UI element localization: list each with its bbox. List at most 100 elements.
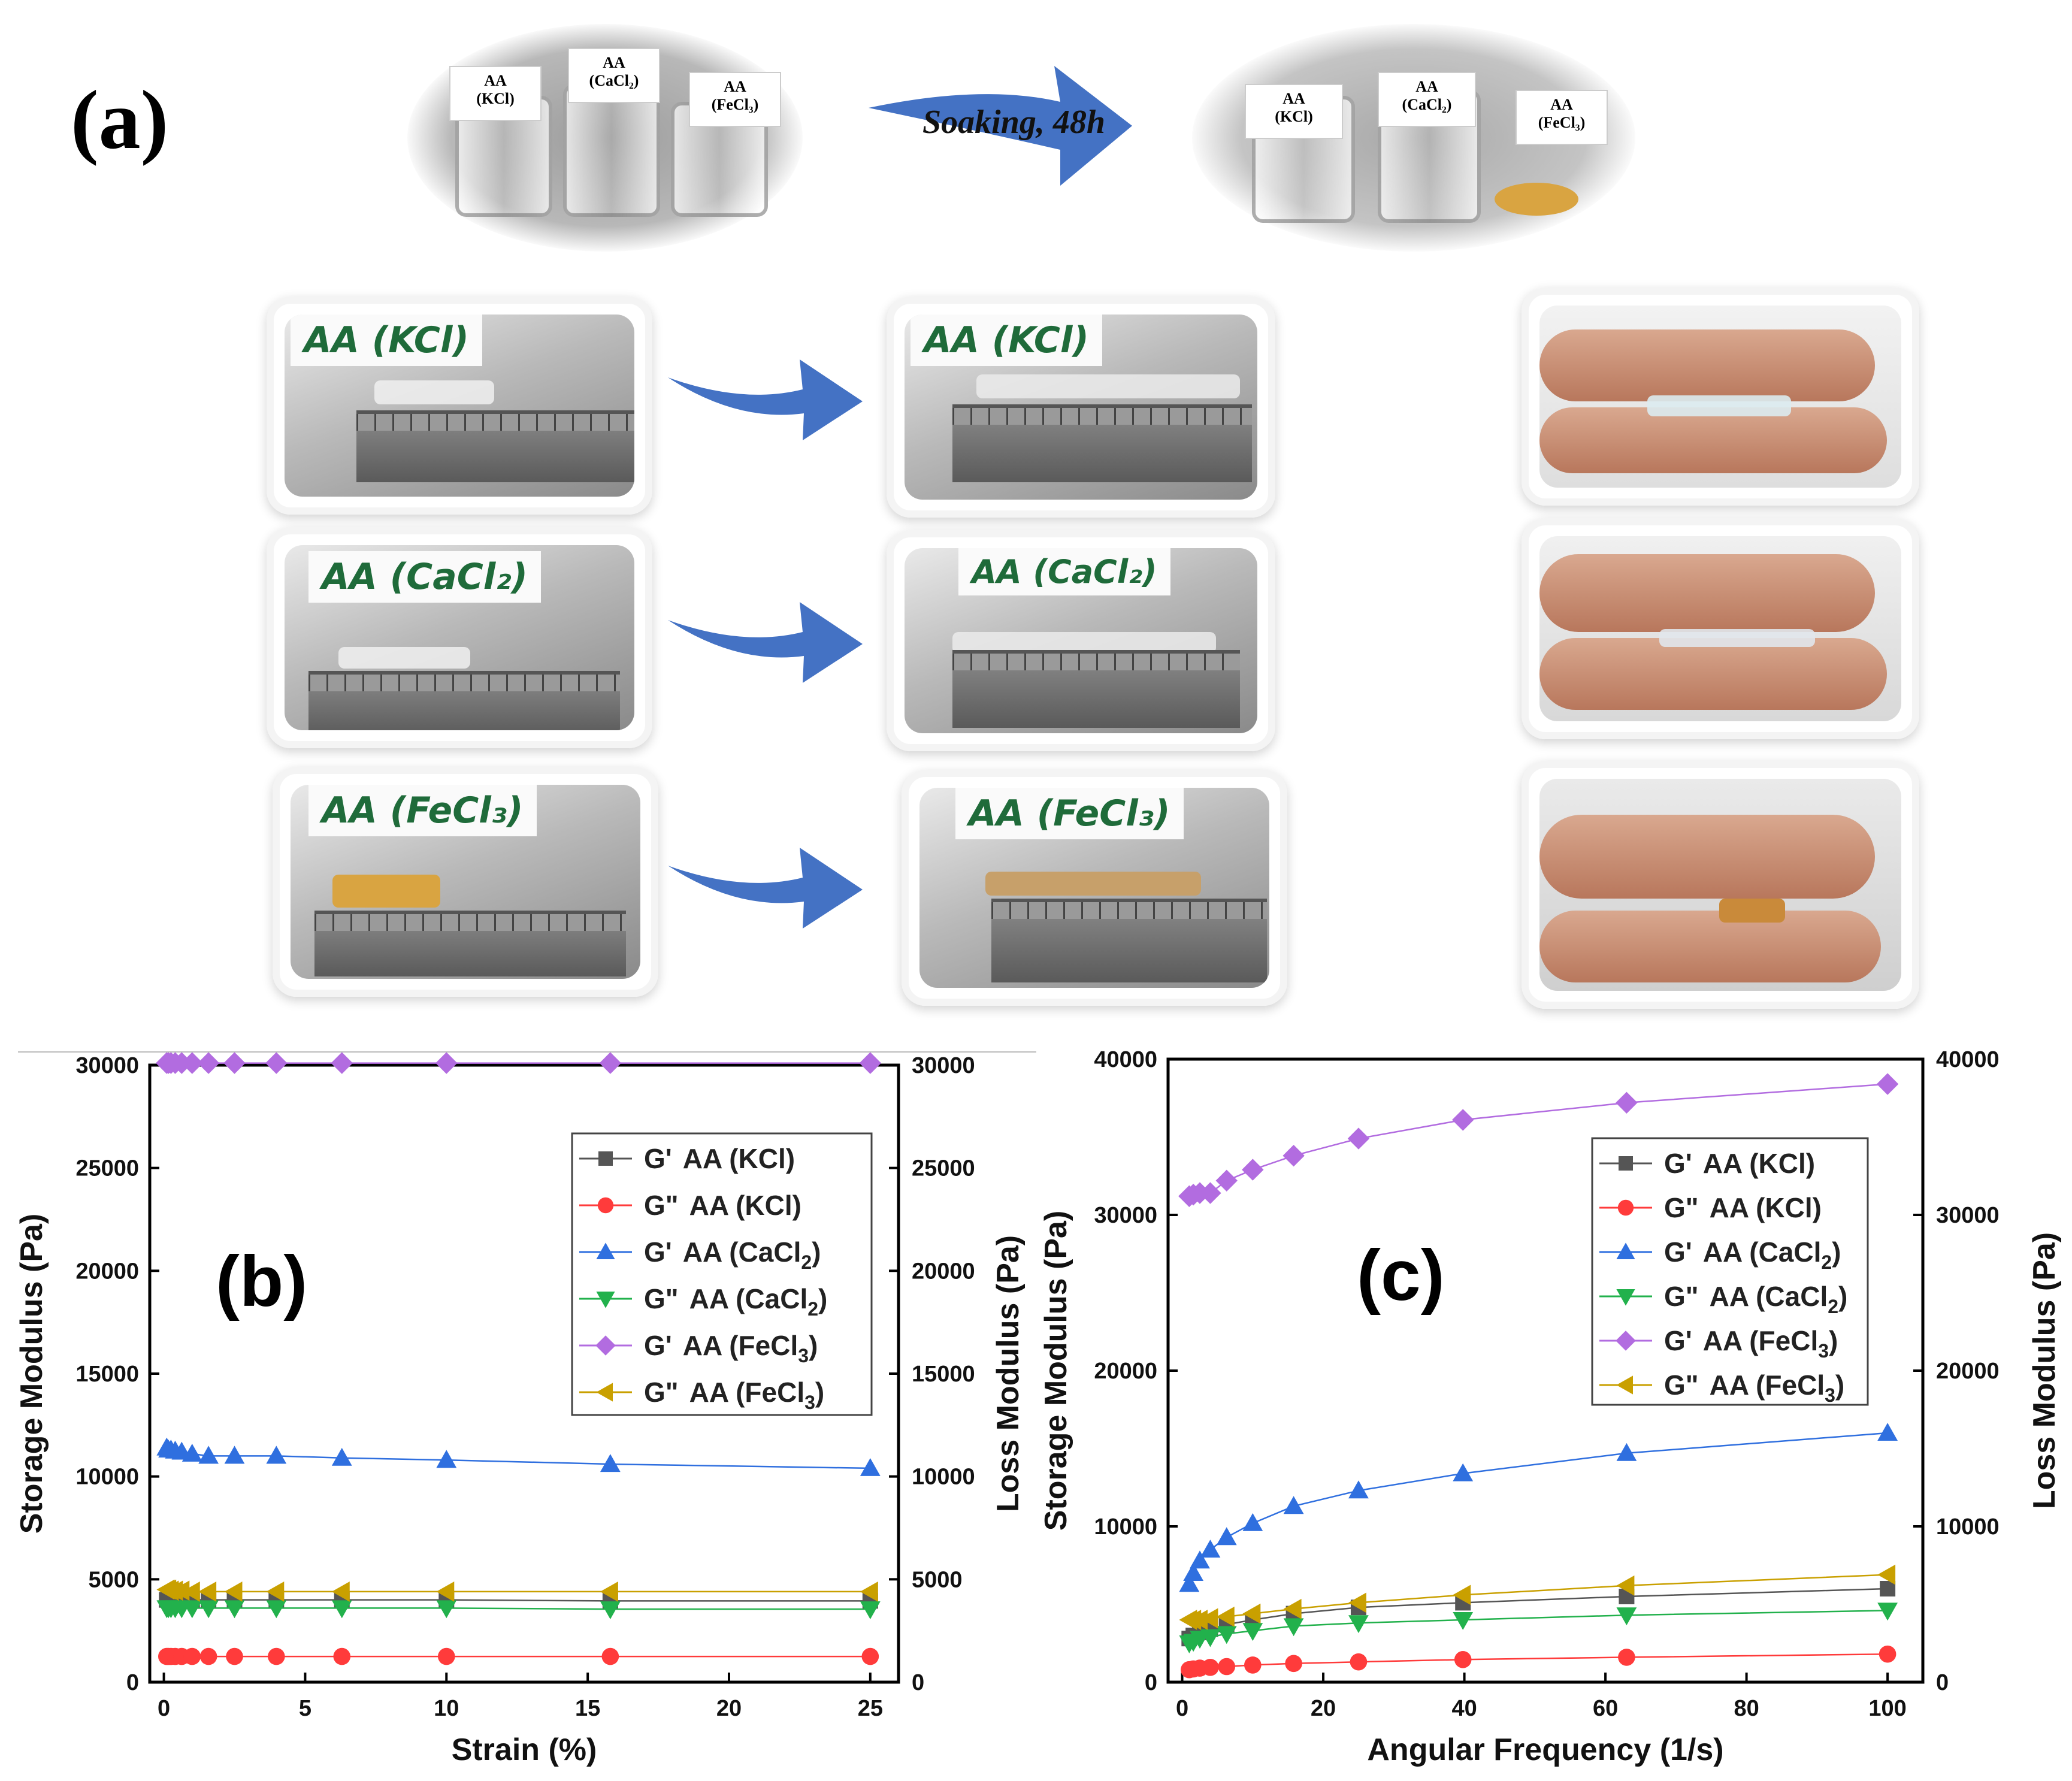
data-point: [331, 1052, 353, 1074]
legend-marker: [1619, 1156, 1633, 1171]
film-kcl-stretched: [976, 374, 1240, 398]
legend-name: AA (FeCl: [1710, 1369, 1825, 1401]
data-point: [1877, 1602, 1898, 1621]
data-point: [1877, 1564, 1896, 1585]
data-point: [1179, 1574, 1200, 1592]
legend-label: G' AA (KCl): [644, 1143, 795, 1174]
legend-label: G" AA (KCl): [1664, 1192, 1822, 1223]
photo-cacl2-fingers: [1522, 518, 1919, 739]
y-tick-label: 5000: [88, 1567, 139, 1592]
y-axis-label: Storage Modulus (Pa): [1042, 1211, 1073, 1531]
y2-tick-label: 30000: [1936, 1203, 2000, 1228]
data-point: [266, 1446, 287, 1464]
data-point: [861, 1647, 879, 1665]
series-2: [1179, 1423, 1898, 1592]
legend-name: AA (KCl): [1710, 1192, 1822, 1223]
legend-prefix: G': [1664, 1236, 1692, 1268]
legend-marker: [597, 1197, 614, 1214]
photo-kcl-before: AA (KCl): [267, 297, 652, 515]
vial-after-label-cacl2: AA (CaCl₂): [1378, 72, 1476, 127]
legend-marker: [595, 1335, 616, 1356]
legend-prefix: G": [1664, 1369, 1699, 1401]
legend-subscript: 2: [1828, 1296, 1838, 1317]
y-tick-label: 15000: [75, 1362, 139, 1387]
x-tick-label: 20: [716, 1696, 742, 1721]
vial-before-label-cacl2: AA (CaCl₂): [568, 48, 660, 103]
ruler-ticks: [952, 404, 1252, 425]
legend-name: AA (FeCl: [1703, 1325, 1819, 1356]
data-point: [1285, 1655, 1302, 1673]
legend-label: G" AA (FeCl3): [644, 1377, 824, 1413]
data-point: [266, 1600, 287, 1619]
legend-prefix: G": [644, 1283, 679, 1314]
legend-marker: [596, 1292, 615, 1308]
data-point: [171, 1580, 190, 1601]
handwritten-label-kcl-after: AA (KCl): [911, 315, 1102, 366]
finger: [1539, 329, 1875, 401]
vial-after-label-fecl3: AA (FeCl₃): [1516, 90, 1608, 145]
photo-kcl-fingers: [1522, 288, 1919, 506]
y-tick-label: 40000: [1094, 1047, 1157, 1072]
y2-axis-label: Loss Modulus (Pa): [991, 1235, 1026, 1512]
ruler-ticks: [314, 911, 626, 931]
data-point: [1452, 1109, 1474, 1131]
film-fecl3-stretched-hand: [1719, 899, 1785, 923]
legend-marker: [1616, 1289, 1635, 1306]
x-tick-label: 15: [575, 1696, 600, 1721]
y2-tick-label: 25000: [912, 1156, 975, 1181]
series-5: [1179, 1564, 1896, 1630]
legend-name: AA (KCl): [683, 1143, 795, 1174]
legend-close: ): [1829, 1325, 1838, 1356]
legend-marker: [598, 1151, 613, 1166]
legend-label: G' AA (FeCl3): [644, 1330, 818, 1366]
y-tick-label: 0: [126, 1670, 139, 1695]
legend-label: G" AA (CaCl2): [644, 1283, 827, 1320]
legend-marker: [596, 1383, 613, 1402]
legend-label: G" AA (CaCl2): [1664, 1281, 1847, 1317]
x-axis-label: Angular Frequency (1/s): [1367, 1732, 1723, 1767]
data-point: [1616, 1091, 1638, 1114]
data-point: [1199, 1182, 1221, 1204]
film-fecl3-stretched: [985, 872, 1201, 896]
legend-name: AA (CaCl: [683, 1236, 801, 1268]
data-point: [266, 1582, 285, 1602]
finger: [1539, 407, 1887, 473]
series-5: [156, 1579, 878, 1602]
data-point: [860, 1458, 881, 1476]
data-point: [1242, 1623, 1263, 1641]
y2-tick-label: 10000: [1936, 1514, 2000, 1540]
data-point: [1190, 1610, 1208, 1630]
data-point: [1616, 1575, 1635, 1596]
legend-marker: [1616, 1375, 1633, 1395]
data-point: [436, 1600, 457, 1619]
vials-before-photo: AA (KCl) AA (CaCl₂) AA (FeCl₃): [407, 24, 803, 252]
data-point: [224, 1582, 243, 1602]
legend-prefix: G': [1664, 1148, 1692, 1179]
data-point: [1242, 1513, 1263, 1531]
legend-prefix: G': [1664, 1325, 1692, 1356]
photo-cacl2-after: AA (CaCl₂): [887, 530, 1275, 751]
data-point: [1879, 1645, 1896, 1663]
legend-name: AA (KCl): [1703, 1148, 1815, 1179]
data-point: [1242, 1159, 1264, 1181]
y-tick-label: 0: [1145, 1670, 1157, 1695]
data-point: [1618, 1649, 1635, 1666]
legend-prefix: G": [1664, 1192, 1699, 1223]
data-point: [1877, 1423, 1898, 1441]
data-point: [600, 1582, 618, 1602]
finger: [1539, 911, 1881, 982]
x-tick-label: 60: [1593, 1696, 1618, 1721]
data-point: [331, 1600, 352, 1619]
photo-fecl3-fingers: [1522, 761, 1919, 1009]
legend-close: ): [1838, 1281, 1847, 1312]
data-point: [860, 1601, 881, 1620]
legend-marker: [1616, 1331, 1636, 1351]
data-point: [1242, 1603, 1261, 1624]
soaking-arrow: [869, 66, 1132, 186]
data-point: [600, 1454, 621, 1472]
series-4: [1178, 1073, 1899, 1207]
legend-name: AA (CaCl: [689, 1283, 808, 1314]
data-point: [197, 1052, 220, 1074]
legend: G' AA (KCl)G" AA (KCl)G' AA (CaCl2)G" AA (Ca…: [571, 1132, 873, 1416]
